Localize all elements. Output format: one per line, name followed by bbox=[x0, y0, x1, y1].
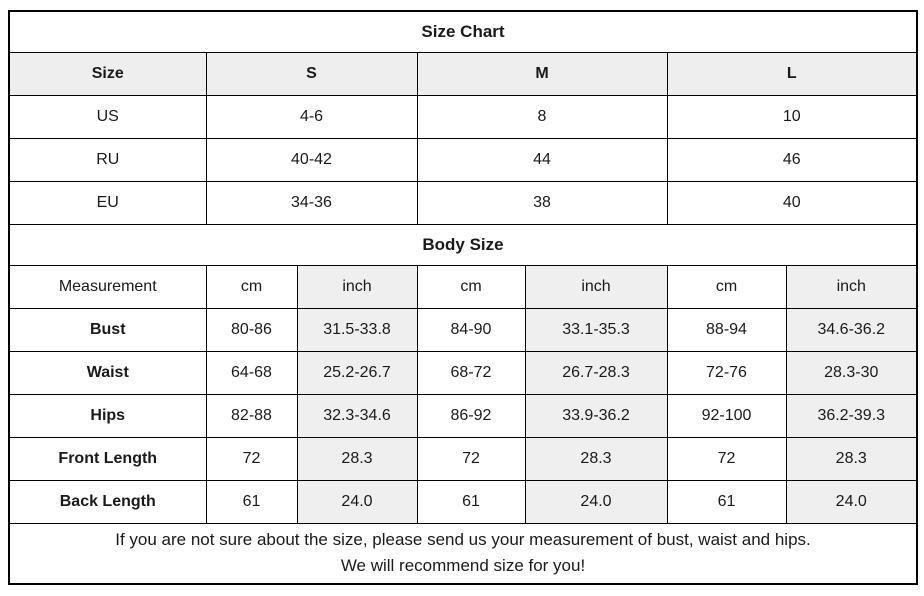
footer-row: If you are not sure about the size, plea… bbox=[8, 522, 918, 585]
cm-value: 72 bbox=[666, 436, 787, 481]
size-column-header-l: L bbox=[666, 51, 918, 96]
measurement-row: Back Length 61 24.0 61 24.0 61 24.0 bbox=[8, 479, 918, 524]
size-value: 46 bbox=[666, 137, 918, 182]
size-value: 40 bbox=[666, 180, 918, 225]
inch-value: 32.3-34.6 bbox=[296, 393, 418, 438]
cm-value: 92-100 bbox=[666, 393, 787, 438]
measurement-row-label: Waist bbox=[8, 350, 207, 395]
size-value: 4-6 bbox=[205, 94, 418, 139]
cm-value: 80-86 bbox=[205, 307, 298, 352]
inch-value: 28.3-30 bbox=[785, 350, 918, 395]
inch-value: 24.0 bbox=[524, 479, 668, 524]
cm-value: 86-92 bbox=[416, 393, 526, 438]
unit-header-inch: inch bbox=[524, 264, 668, 309]
measurement-row-label: Back Length bbox=[8, 479, 207, 524]
cm-value: 68-72 bbox=[416, 350, 526, 395]
cm-value: 82-88 bbox=[205, 393, 298, 438]
inch-value: 33.1-35.3 bbox=[524, 307, 668, 352]
size-row: RU 40-42 44 46 bbox=[8, 137, 918, 182]
measurement-row: Bust 80-86 31.5-33.8 84-90 33.1-35.3 88-94 34.… bbox=[8, 307, 918, 352]
size-row: US 4-6 8 10 bbox=[8, 94, 918, 139]
size-row: EU 34-36 38 40 bbox=[8, 180, 918, 225]
measurement-row-label: Hips bbox=[8, 393, 207, 438]
inch-value: 36.2-39.3 bbox=[785, 393, 918, 438]
inch-value: 24.0 bbox=[296, 479, 418, 524]
size-row-label: US bbox=[8, 94, 207, 139]
size-column-header-s: S bbox=[205, 51, 418, 96]
inch-value: 28.3 bbox=[785, 436, 918, 481]
unit-header-inch: inch bbox=[296, 264, 418, 309]
cm-value: 72-76 bbox=[666, 350, 787, 395]
measurement-header-row: Measurement cm inch cm inch cm inch bbox=[8, 264, 918, 309]
size-value: 40-42 bbox=[205, 137, 418, 182]
size-value: 44 bbox=[416, 137, 668, 182]
inch-value: 26.7-28.3 bbox=[524, 350, 668, 395]
body-size-title: Body Size bbox=[8, 223, 918, 266]
size-value: 34-36 bbox=[205, 180, 418, 225]
chart-title-row: Size Chart bbox=[8, 10, 918, 53]
chart-title: Size Chart bbox=[8, 10, 918, 53]
size-chart-table: Size Chart Size S M L US 4-6 8 10 RU 40-42 44 46 EU… bbox=[8, 10, 918, 585]
size-row-label: EU bbox=[8, 180, 207, 225]
body-size-title-row: Body Size bbox=[8, 223, 918, 266]
footer-line-1: If you are not sure about the size, plea… bbox=[115, 529, 811, 549]
size-value: 10 bbox=[666, 94, 918, 139]
measurement-row-label: Front Length bbox=[8, 436, 207, 481]
footer-note: If you are not sure about the size, plea… bbox=[8, 522, 918, 585]
footer-line-2: We will recommend size for you! bbox=[340, 556, 586, 576]
measurement-header-label: Measurement bbox=[8, 264, 207, 309]
size-header-label: Size bbox=[8, 51, 207, 96]
unit-header-cm: cm bbox=[205, 264, 298, 309]
inch-value: 24.0 bbox=[785, 479, 918, 524]
cm-value: 84-90 bbox=[416, 307, 526, 352]
cm-value: 64-68 bbox=[205, 350, 298, 395]
size-value: 8 bbox=[416, 94, 668, 139]
cm-value: 61 bbox=[205, 479, 298, 524]
size-value: 38 bbox=[416, 180, 668, 225]
cm-value: 72 bbox=[205, 436, 298, 481]
size-column-header-m: M bbox=[416, 51, 668, 96]
measurement-row: Hips 82-88 32.3-34.6 86-92 33.9-36.2 92-100 36… bbox=[8, 393, 918, 438]
unit-header-cm: cm bbox=[416, 264, 526, 309]
inch-value: 33.9-36.2 bbox=[524, 393, 668, 438]
measurement-row: Waist 64-68 25.2-26.7 68-72 26.7-28.3 72-76 28… bbox=[8, 350, 918, 395]
unit-header-inch: inch bbox=[785, 264, 918, 309]
cm-value: 88-94 bbox=[666, 307, 787, 352]
inch-value: 28.3 bbox=[296, 436, 418, 481]
unit-header-cm: cm bbox=[666, 264, 787, 309]
measurement-row-label: Bust bbox=[8, 307, 207, 352]
size-header-row: Size S M L bbox=[8, 51, 918, 96]
cm-value: 72 bbox=[416, 436, 526, 481]
inch-value: 25.2-26.7 bbox=[296, 350, 418, 395]
inch-value: 34.6-36.2 bbox=[785, 307, 918, 352]
inch-value: 28.3 bbox=[524, 436, 668, 481]
inch-value: 31.5-33.8 bbox=[296, 307, 418, 352]
cm-value: 61 bbox=[666, 479, 787, 524]
measurement-row: Front Length 72 28.3 72 28.3 72 28.3 bbox=[8, 436, 918, 481]
size-row-label: RU bbox=[8, 137, 207, 182]
cm-value: 61 bbox=[416, 479, 526, 524]
